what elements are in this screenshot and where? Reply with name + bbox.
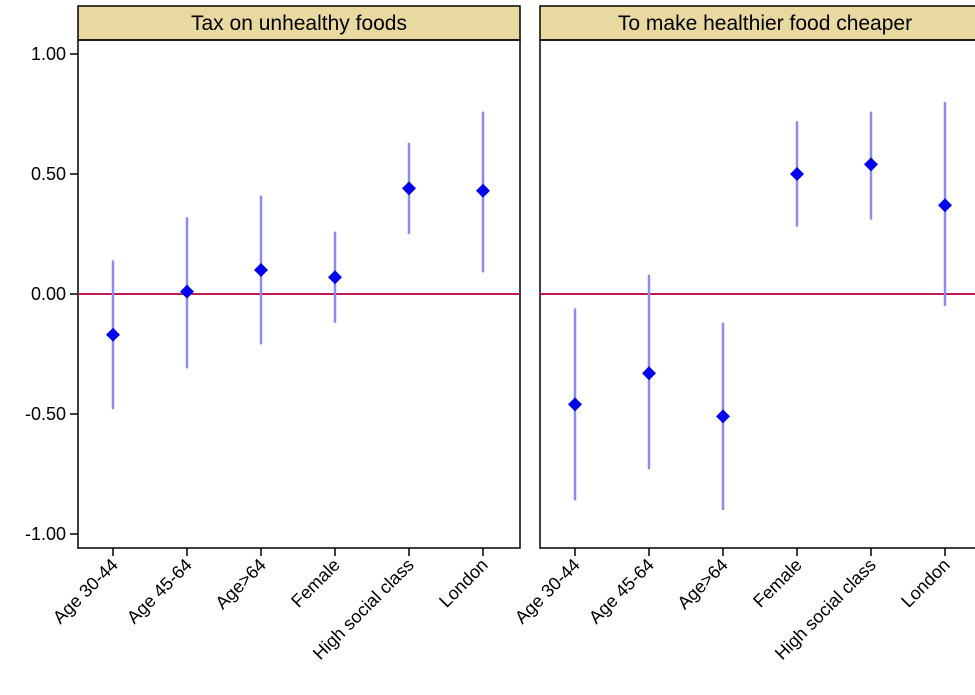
data-point [642,366,656,381]
data-point [106,327,120,342]
panel-1: Tax on unhealthy foods Age 30-44 Age 45-64… [49,5,521,664]
x-tick-label: Female [749,555,806,612]
x-tick-label: Age 45-64 [585,555,658,628]
x-tick-label: London [897,555,954,612]
y-tick-label: -0.50 [25,404,66,424]
x-tick-label: Age 30-44 [511,555,584,628]
data-point [402,181,416,196]
y-tick-label: 0.50 [31,164,66,184]
x-tick-label: Age 30-44 [49,555,122,628]
data-point [476,183,490,198]
data-point [180,284,194,299]
panel-title: To make healthier food cheaper [618,12,912,35]
data-point [716,409,730,424]
data-point [790,167,804,181]
x-tick-label: London [435,555,492,612]
data-point [568,397,582,412]
panel-title: Tax on unhealthy foods [191,12,407,35]
y-tick-label: 1.00 [31,44,66,64]
data-point [254,263,268,277]
panel-strip [77,5,521,41]
data-point [938,198,952,213]
data-point [864,157,878,172]
x-tick-label: Female [287,555,344,612]
x-tick-label: Age 45-64 [123,555,196,628]
y-tick-label: 0.00 [31,284,66,304]
x-tick-label: Age>64 [211,555,269,613]
x-tick-label: Age>64 [673,555,731,613]
data-point [328,270,342,285]
y-tick-label: -1.00 [25,524,66,544]
